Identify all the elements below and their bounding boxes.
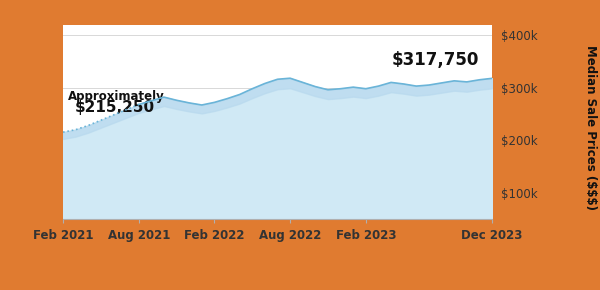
Text: Median Sale Prices ($$$): Median Sale Prices ($$$) xyxy=(584,45,598,210)
Text: $215,250: $215,250 xyxy=(74,100,154,115)
Text: $317,750: $317,750 xyxy=(392,51,479,69)
Text: Approximately: Approximately xyxy=(68,90,165,103)
